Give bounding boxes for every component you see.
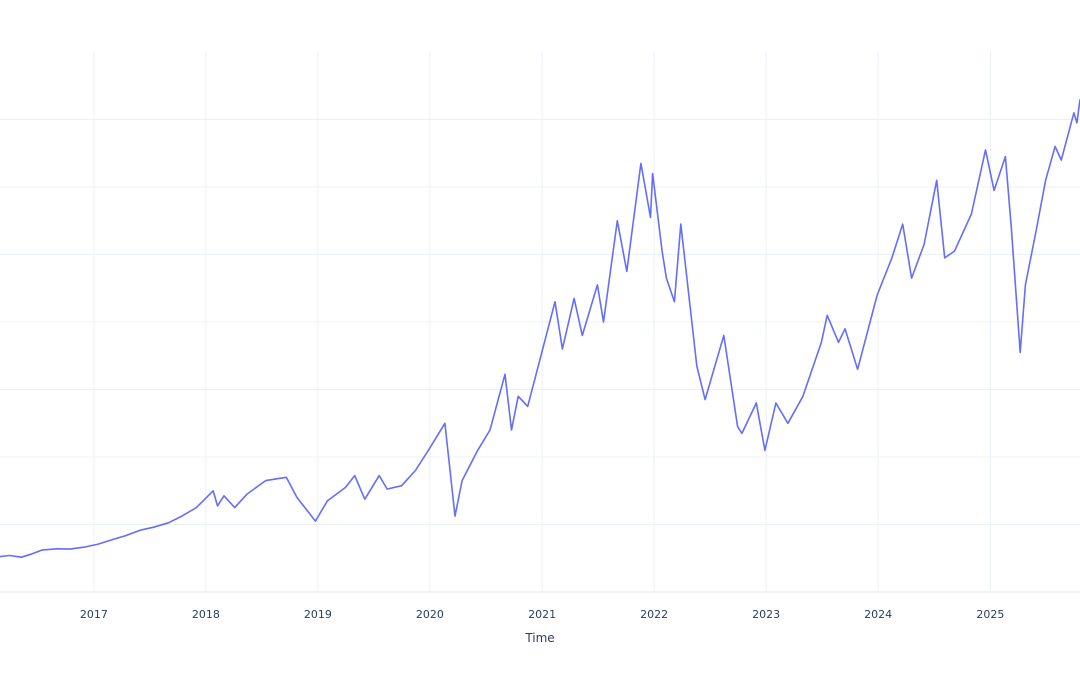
x-tick-label: 2022 [640, 608, 668, 621]
x-tick-label: 2024 [864, 608, 892, 621]
x-tick-label: 2025 [976, 608, 1004, 621]
series-group [0, 99, 1080, 558]
x-axis-title: Time [524, 631, 554, 645]
gridlines [0, 52, 1080, 593]
x-tick-label: 2018 [192, 608, 220, 621]
series-line-0 [0, 99, 1080, 558]
x-tick-label: 2020 [416, 608, 444, 621]
x-tick-label: 2023 [752, 608, 780, 621]
x-tick-label: 2019 [304, 608, 332, 621]
x-axis-ticks: 2017 2018 2019 2020 2021 2022 2023 2024 2025 [80, 608, 1005, 621]
x-tick-label: 2021 [528, 608, 556, 621]
x-tick-label: 2017 [80, 608, 108, 621]
